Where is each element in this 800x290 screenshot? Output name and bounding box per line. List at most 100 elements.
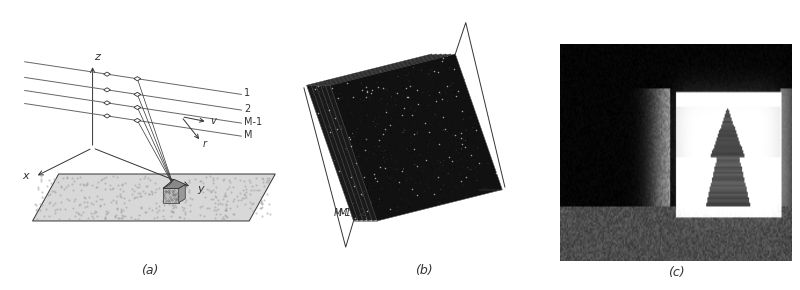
Point (378, 93, 390, 98)
Point (386, 197, 398, 202)
Point (336, 124, 349, 129)
Point (438, 124, 451, 128)
Point (119, 214, 132, 219)
Point (453, 140, 466, 145)
Point (398, 115, 410, 120)
Point (376, 133, 389, 137)
Point (438, 63, 451, 68)
Point (419, 75, 432, 80)
Point (411, 114, 424, 119)
Point (342, 117, 355, 122)
Point (408, 137, 421, 142)
Point (431, 90, 444, 94)
Point (426, 78, 439, 83)
Point (330, 95, 343, 100)
Point (376, 171, 389, 176)
Point (385, 160, 398, 165)
Point (429, 145, 442, 150)
Point (392, 151, 405, 156)
Point (386, 110, 399, 114)
Point (156, 198, 169, 203)
Point (446, 143, 459, 148)
Point (385, 177, 398, 182)
Point (445, 120, 458, 125)
Point (462, 167, 475, 172)
Point (366, 114, 379, 118)
Point (350, 82, 362, 87)
Point (376, 148, 389, 153)
Point (370, 180, 382, 184)
Point (404, 198, 417, 203)
Point (339, 139, 352, 144)
Point (338, 110, 351, 115)
Point (395, 187, 408, 192)
Point (428, 79, 441, 83)
Point (390, 159, 402, 164)
Point (473, 168, 486, 173)
Point (351, 142, 364, 147)
Point (326, 88, 339, 92)
Point (395, 100, 408, 105)
Point (462, 172, 474, 177)
Point (362, 77, 374, 82)
Point (328, 100, 341, 104)
Point (350, 150, 363, 155)
Point (421, 166, 434, 170)
Point (330, 140, 342, 145)
Point (167, 210, 180, 215)
Point (422, 64, 435, 69)
Point (225, 190, 238, 194)
Point (442, 91, 455, 96)
Point (360, 132, 373, 136)
Point (374, 156, 387, 161)
Point (395, 105, 408, 110)
Point (382, 87, 395, 92)
Point (402, 191, 414, 195)
Point (438, 132, 451, 137)
Point (474, 168, 487, 173)
Point (432, 115, 445, 120)
Point (371, 153, 384, 157)
Point (422, 72, 435, 76)
Point (445, 70, 458, 75)
Point (417, 111, 430, 116)
Point (437, 183, 450, 188)
Point (383, 140, 396, 145)
Point (330, 127, 343, 132)
Point (370, 129, 382, 133)
Point (361, 101, 374, 105)
Point (465, 115, 478, 119)
Point (427, 78, 440, 83)
Point (367, 138, 380, 142)
Point (362, 96, 375, 101)
Point (423, 116, 436, 121)
Point (378, 135, 390, 139)
Point (390, 114, 403, 118)
Point (450, 127, 463, 131)
Point (395, 71, 408, 76)
Point (359, 157, 372, 161)
Point (402, 137, 414, 142)
Point (364, 146, 377, 151)
Point (403, 127, 416, 131)
Point (414, 139, 426, 144)
Point (406, 135, 418, 139)
Point (395, 124, 408, 128)
Point (365, 193, 378, 198)
Point (410, 113, 423, 117)
Point (386, 185, 399, 190)
Point (445, 170, 458, 175)
Point (398, 135, 411, 140)
Point (402, 93, 415, 97)
Point (434, 86, 447, 91)
Point (432, 86, 445, 90)
Point (378, 128, 390, 132)
Point (442, 199, 454, 204)
Point (472, 137, 485, 141)
Point (381, 189, 394, 193)
Point (393, 122, 406, 127)
Point (48, 208, 61, 213)
Point (385, 117, 398, 121)
Point (395, 196, 408, 201)
Point (339, 94, 352, 99)
